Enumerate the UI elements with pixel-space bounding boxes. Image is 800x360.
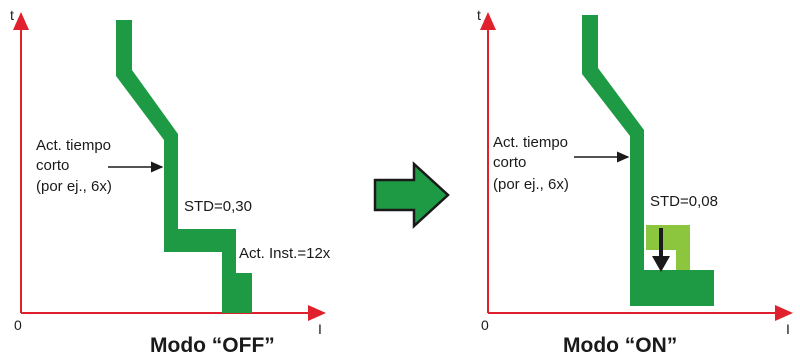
axis-i-label: I: [786, 321, 790, 337]
axis-t-label: t: [477, 7, 481, 23]
std-label: STD=0,30: [184, 198, 252, 215]
inst-label: Act. Inst.=12x: [239, 245, 331, 262]
panel-title: Modo “OFF”: [150, 334, 275, 357]
short-time-label-line2: corto: [493, 154, 526, 171]
axis-t-label: t: [10, 7, 14, 23]
origin-label: 0: [14, 317, 22, 333]
short-time-label-line1: Act. tiempo: [36, 137, 111, 154]
panel-off: t I 0 Act. tiempo corto (por ej., 6x) ST…: [10, 7, 331, 357]
short-time-label-line3: (por ej., 6x): [36, 178, 112, 195]
short-time-label-line2: corto: [36, 157, 69, 174]
short-time-label-line3: (por ej., 6x): [493, 176, 569, 193]
panel-title: Modo “ON”: [563, 334, 677, 357]
right-arrow-icon: [373, 161, 450, 229]
origin-label: 0: [481, 317, 489, 333]
std-label: STD=0,08: [650, 193, 718, 210]
down-arrow-icon: [652, 228, 670, 272]
short-time-label-line1: Act. tiempo: [493, 134, 568, 151]
trip-curve: [582, 15, 714, 306]
previous-trip-band: [646, 225, 690, 272]
axis-i-label: I: [318, 321, 322, 337]
trip-curve: [116, 20, 252, 313]
panel-on: t I 0 Act. tiempo corto (por ej., 6x) ST…: [477, 7, 793, 357]
